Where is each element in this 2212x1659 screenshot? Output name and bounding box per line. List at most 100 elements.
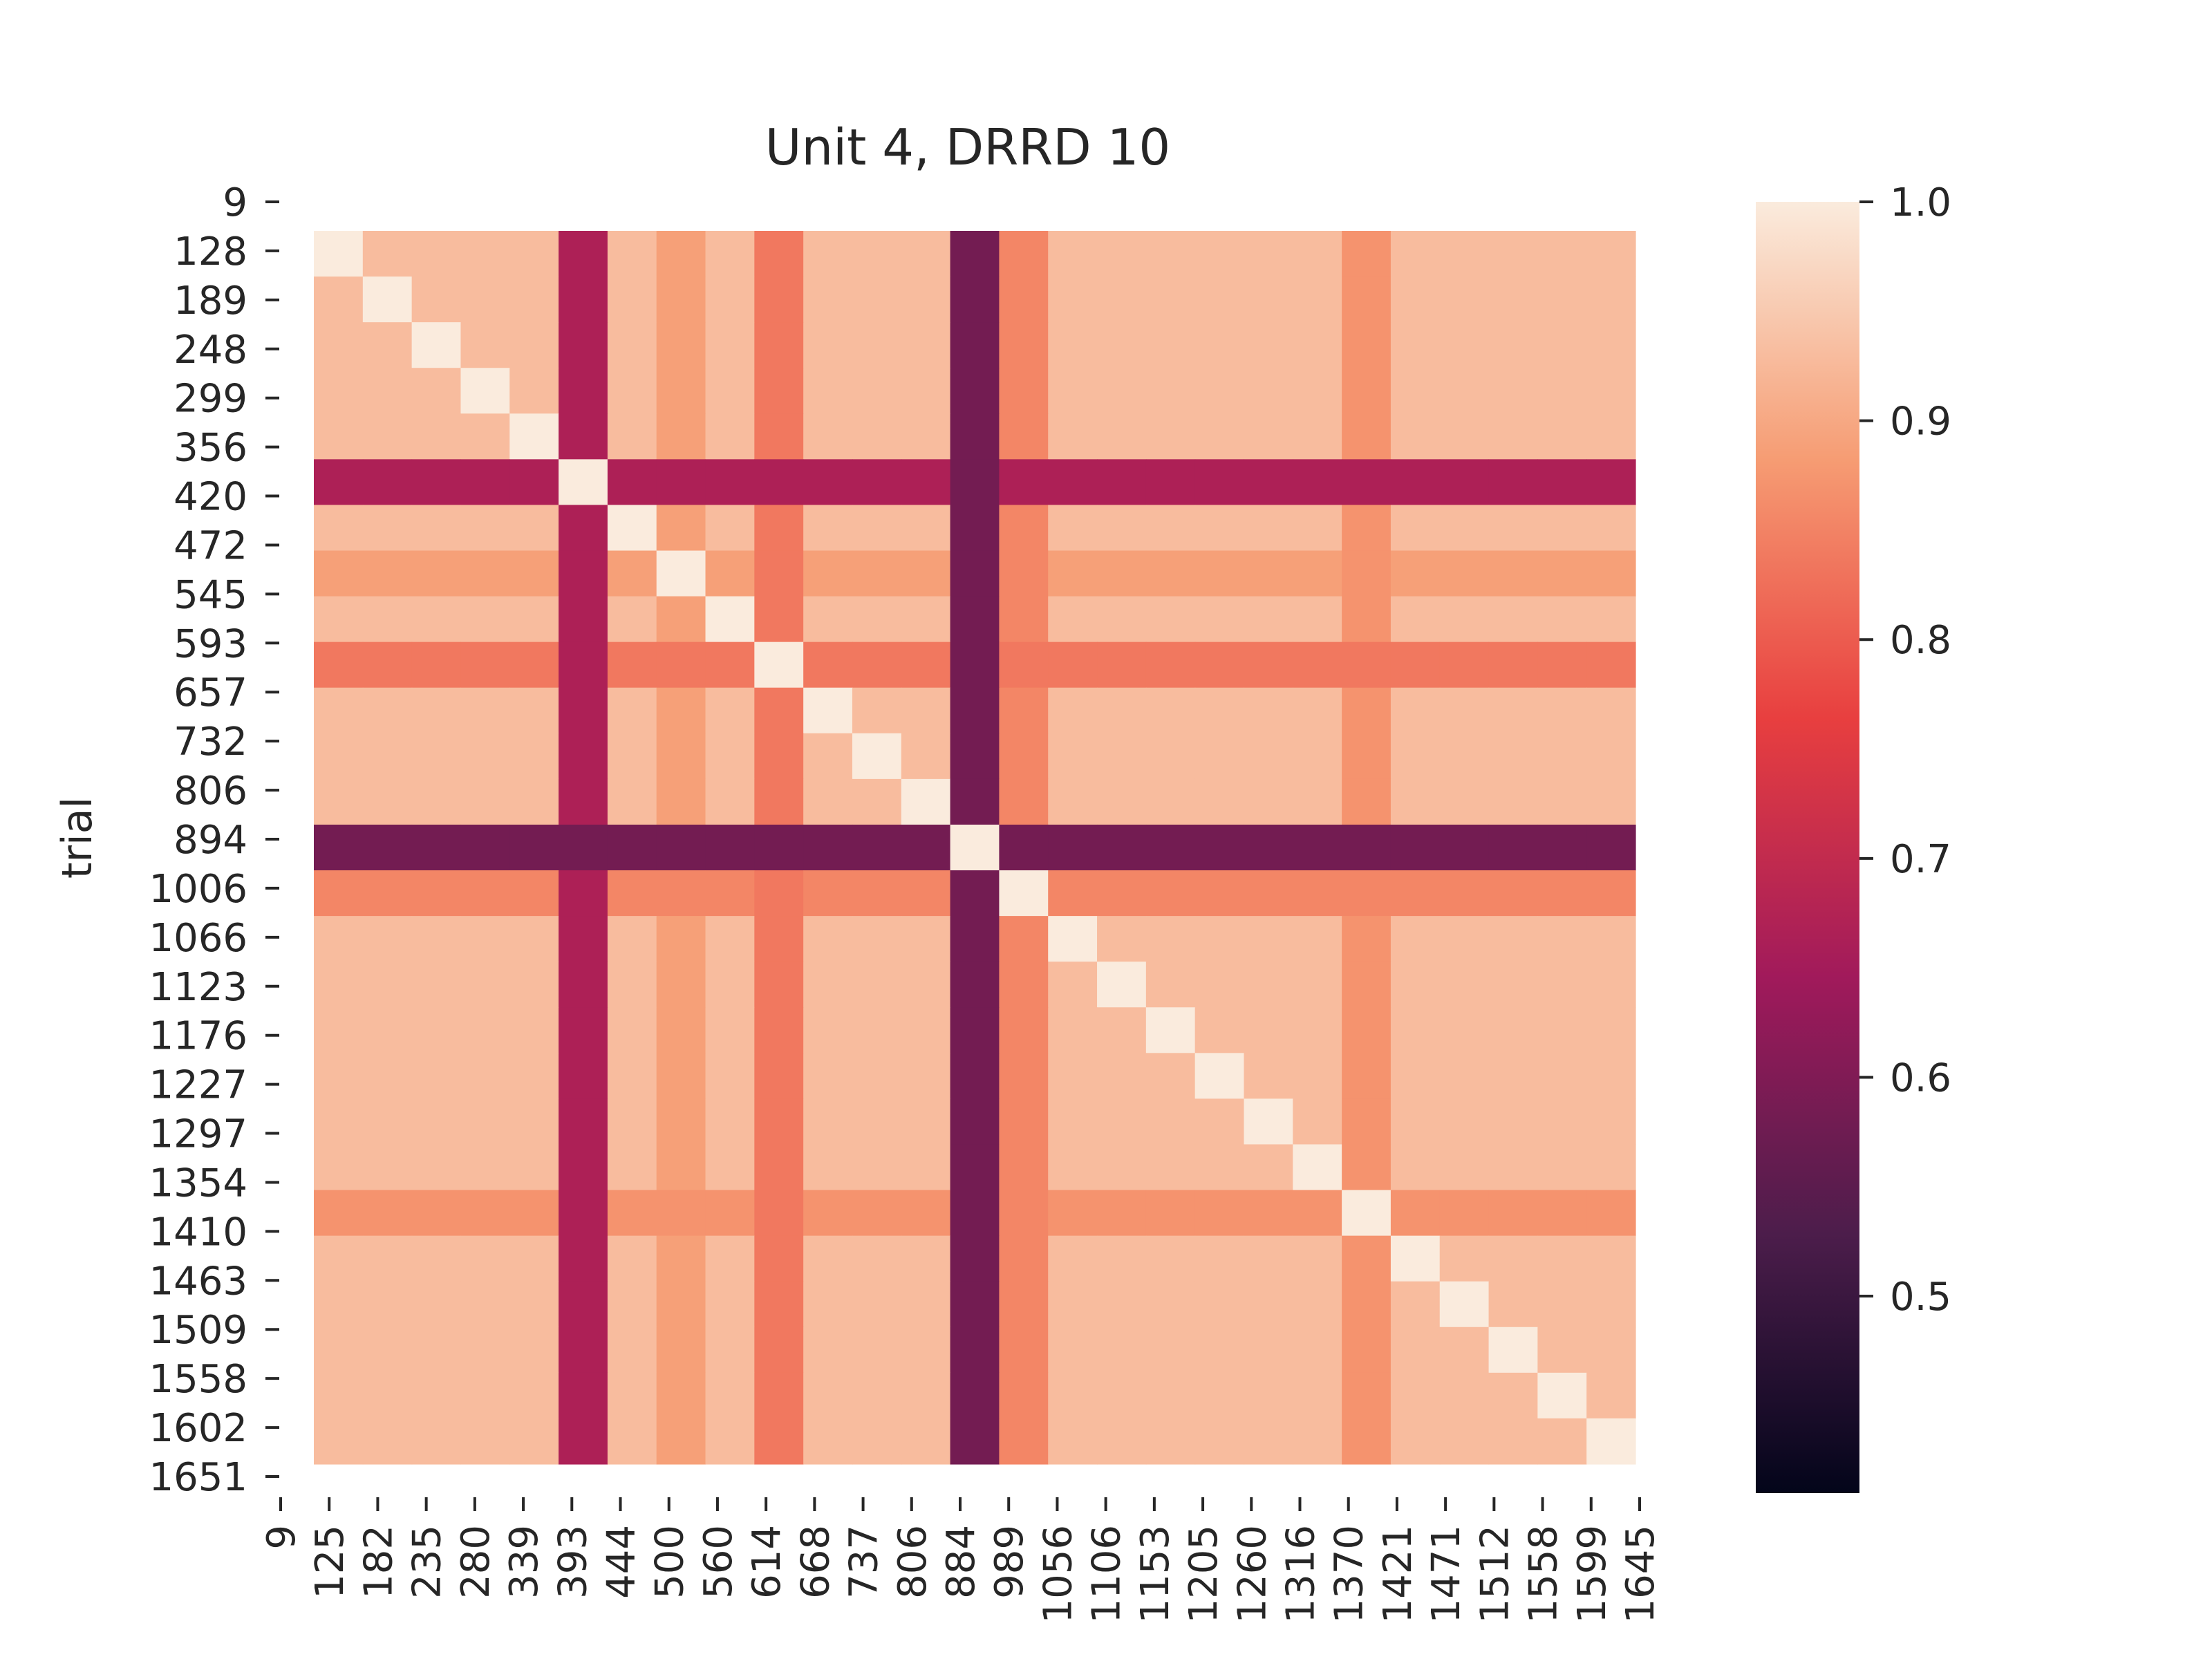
heatmap-cell	[1145, 824, 1196, 871]
heatmap-cell	[1097, 962, 1147, 1008]
heatmap-cell	[705, 596, 755, 643]
y-tick-label: 1558	[149, 1357, 247, 1402]
heatmap-cell	[607, 641, 657, 688]
heatmap-cell	[1145, 231, 1196, 277]
heatmap-cell	[1342, 687, 1391, 734]
heatmap-cell	[901, 231, 951, 277]
heatmap-cell	[314, 962, 364, 1008]
heatmap-cell	[999, 322, 1049, 368]
heatmap-cell	[999, 596, 1049, 643]
heatmap-cell	[411, 1007, 462, 1053]
heatmap-cell	[509, 413, 559, 460]
heatmap-cell	[1342, 1327, 1391, 1374]
heatmap-cell	[1342, 824, 1391, 871]
heatmap-cell	[999, 505, 1049, 552]
heatmap-cell	[559, 870, 608, 917]
heatmap-cell	[1439, 1007, 1490, 1053]
heatmap-cell	[901, 322, 951, 368]
heatmap-cell	[1097, 459, 1147, 506]
heatmap-cell	[656, 505, 706, 552]
heatmap-cell	[705, 687, 755, 734]
heatmap-cell	[1194, 824, 1245, 871]
x-tick-label: 806	[890, 1525, 935, 1599]
heatmap-cell	[1244, 550, 1293, 597]
heatmap-cell	[1048, 1144, 1098, 1191]
heatmap-cell	[1390, 687, 1441, 734]
heatmap-cell	[1194, 687, 1245, 734]
x-tick-label: 500	[648, 1525, 693, 1599]
heatmap-cell	[705, 322, 755, 368]
heatmap-cell	[1537, 413, 1587, 460]
heatmap-cell	[1097, 550, 1147, 597]
heatmap-cell	[1390, 413, 1441, 460]
heatmap-cell	[950, 276, 1000, 323]
heatmap-cell	[411, 1144, 462, 1191]
heatmap-cell	[1537, 459, 1587, 506]
heatmap-cell	[1586, 1327, 1636, 1374]
heatmap-cell	[411, 276, 462, 323]
heatmap-cell	[1145, 1007, 1196, 1053]
heatmap-cell	[656, 550, 706, 597]
heatmap-cell	[1293, 1053, 1342, 1099]
heatmap-cell	[656, 641, 706, 688]
heatmap-cell	[852, 1098, 902, 1145]
heatmap-cell	[1488, 368, 1538, 414]
heatmap-cell	[460, 1327, 510, 1374]
y-tick-label: 299	[174, 377, 247, 422]
heatmap-cell	[950, 1007, 1000, 1053]
heatmap-cell	[1097, 1327, 1147, 1374]
heatmap-cell	[1342, 322, 1391, 368]
heatmap-cell	[656, 368, 706, 414]
y-tick-label: 128	[174, 229, 247, 274]
heatmap-cell	[314, 1190, 364, 1237]
heatmap-cell	[803, 962, 853, 1008]
heatmap-cell	[1488, 1235, 1538, 1282]
heatmap-cell	[1537, 368, 1587, 414]
heatmap-cell	[1586, 322, 1636, 368]
heatmap-cell	[754, 1007, 804, 1053]
y-tick-label: 894	[174, 818, 247, 863]
heatmap-cell	[999, 231, 1049, 277]
heatmap-cell	[1244, 916, 1293, 962]
heatmap-cell	[852, 962, 902, 1008]
heatmap-cell	[460, 1007, 510, 1053]
heatmap-cell	[901, 1281, 951, 1328]
heatmap-cell	[1145, 687, 1196, 734]
heatmap-cell	[1488, 824, 1538, 871]
heatmap-cell	[1342, 1098, 1391, 1145]
y-tick-label: 657	[174, 671, 247, 715]
heatmap-cell	[656, 1327, 706, 1374]
heatmap-cell	[1145, 596, 1196, 643]
heatmap-cell	[411, 596, 462, 643]
y-tick-label: 1509	[149, 1308, 247, 1353]
heatmap-cell	[803, 505, 853, 552]
heatmap-cell	[1293, 687, 1342, 734]
heatmap-cell	[460, 778, 510, 825]
heatmap-cell	[999, 641, 1049, 688]
y-tick-label: 545	[174, 572, 247, 617]
heatmap-cell	[1537, 1144, 1587, 1191]
heatmap-cell	[1293, 231, 1342, 277]
heatmap-cell	[1342, 1007, 1391, 1053]
colorbar-tick-label: 1.0	[1890, 180, 1951, 225]
heatmap-cell	[1390, 962, 1441, 1008]
heatmap-cell	[999, 733, 1049, 780]
heatmap-cell	[1194, 641, 1245, 688]
heatmap-cell	[1390, 231, 1441, 277]
heatmap-cell	[362, 1098, 413, 1145]
heatmap-cell	[1048, 459, 1098, 506]
heatmap-cell	[803, 596, 853, 643]
heatmap-cell	[1194, 1235, 1245, 1282]
heatmap-cell	[1048, 1281, 1098, 1328]
heatmap-cell	[1537, 276, 1587, 323]
heatmap-cell	[314, 1053, 364, 1099]
heatmap-cell	[362, 276, 413, 323]
heatmap-cell	[852, 1327, 902, 1374]
heatmap-cell	[509, 824, 559, 871]
heatmap-cell	[1293, 368, 1342, 414]
heatmap-cell	[607, 550, 657, 597]
heatmap-cell	[460, 870, 510, 917]
heatmap-cell	[1194, 550, 1245, 597]
heatmap-cell	[754, 505, 804, 552]
heatmap-cell	[1048, 1053, 1098, 1099]
